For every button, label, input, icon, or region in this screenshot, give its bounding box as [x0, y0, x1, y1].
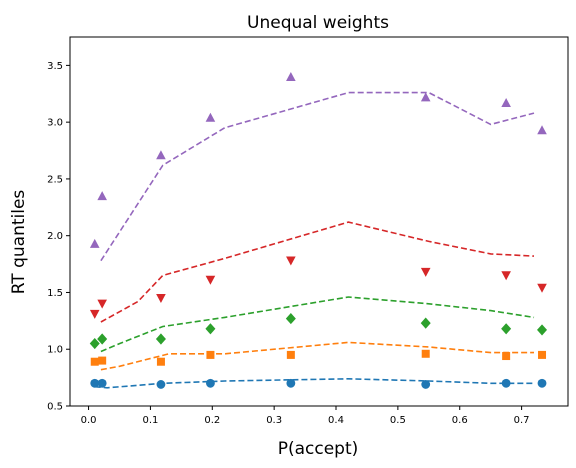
x-axis-title: P(accept)	[278, 439, 359, 459]
data-point	[155, 333, 166, 345]
plot-frame	[69, 36, 569, 407]
series-5	[89, 71, 547, 262]
data-point	[537, 283, 547, 293]
data-point	[98, 356, 107, 365]
y-tick-label: 2.0	[47, 231, 63, 242]
data-point	[420, 317, 431, 329]
data-point	[206, 350, 215, 359]
series-4-model-line	[100, 221, 535, 323]
series-4	[89, 221, 547, 323]
data-point	[97, 191, 107, 201]
y-tick-label: 1.0	[47, 345, 63, 356]
x-tick-label: 0.5	[390, 415, 406, 426]
x-tick-label: 0.0	[81, 415, 97, 426]
data-point	[156, 293, 166, 303]
data-point	[537, 125, 547, 135]
data-point	[420, 92, 431, 102]
x-tick-label: 0.7	[514, 415, 530, 426]
data-point	[205, 112, 216, 122]
data-point	[286, 71, 296, 81]
y-axis-title: RT quantiles	[9, 190, 29, 295]
data-point	[97, 299, 107, 309]
x-tick-label: 0.6	[452, 415, 468, 426]
y-tick-label: 1.5	[47, 288, 63, 299]
data-point	[286, 256, 296, 266]
data-point	[205, 323, 216, 335]
data-point	[421, 349, 430, 358]
data-point	[420, 267, 431, 277]
data-point	[90, 378, 100, 388]
data-point	[89, 309, 100, 319]
data-point	[89, 238, 100, 248]
x-axis: 0.0 0.1 0.2 0.3 0.4 0.5 0.6 0.7	[81, 406, 530, 426]
data-point	[501, 323, 512, 335]
data-point	[285, 312, 296, 325]
y-axis: 0.5 1.0 1.5 2.0 2.5 3.0 3.5	[47, 61, 70, 413]
series-1	[90, 377, 547, 389]
x-tick-label: 0.2	[204, 415, 220, 426]
data-point	[89, 337, 100, 350]
series-2	[90, 341, 547, 371]
plot-area	[89, 71, 548, 389]
data-point	[537, 378, 547, 388]
chart-title: Unequal weights	[247, 13, 389, 33]
series-1-model-line	[94, 377, 534, 389]
data-point	[97, 333, 108, 345]
data-point	[156, 380, 166, 389]
data-point	[206, 378, 215, 388]
data-point	[537, 324, 548, 336]
x-tick-label: 0.1	[142, 415, 158, 426]
data-point	[90, 357, 99, 366]
series-2-model-line	[100, 341, 534, 371]
data-point	[205, 275, 216, 285]
series-5-model-line	[100, 91, 535, 262]
data-point	[501, 271, 511, 281]
y-tick-label: 3.0	[47, 118, 63, 129]
data-point	[97, 378, 107, 388]
data-point	[501, 378, 511, 388]
data-point	[501, 98, 511, 108]
data-point	[286, 350, 295, 359]
data-point	[421, 380, 431, 389]
x-tick-label: 0.4	[328, 415, 344, 426]
y-tick-label: 2.5	[47, 174, 63, 185]
series-3-model-line	[100, 296, 535, 353]
data-point	[538, 350, 547, 359]
y-tick-label: 3.5	[47, 61, 63, 72]
y-tick-label: 0.5	[47, 402, 63, 413]
data-point	[502, 352, 511, 361]
data-point	[286, 378, 296, 388]
series-3	[89, 296, 548, 353]
data-point	[156, 357, 165, 366]
data-point	[156, 150, 166, 160]
x-tick-label: 0.3	[266, 415, 282, 426]
